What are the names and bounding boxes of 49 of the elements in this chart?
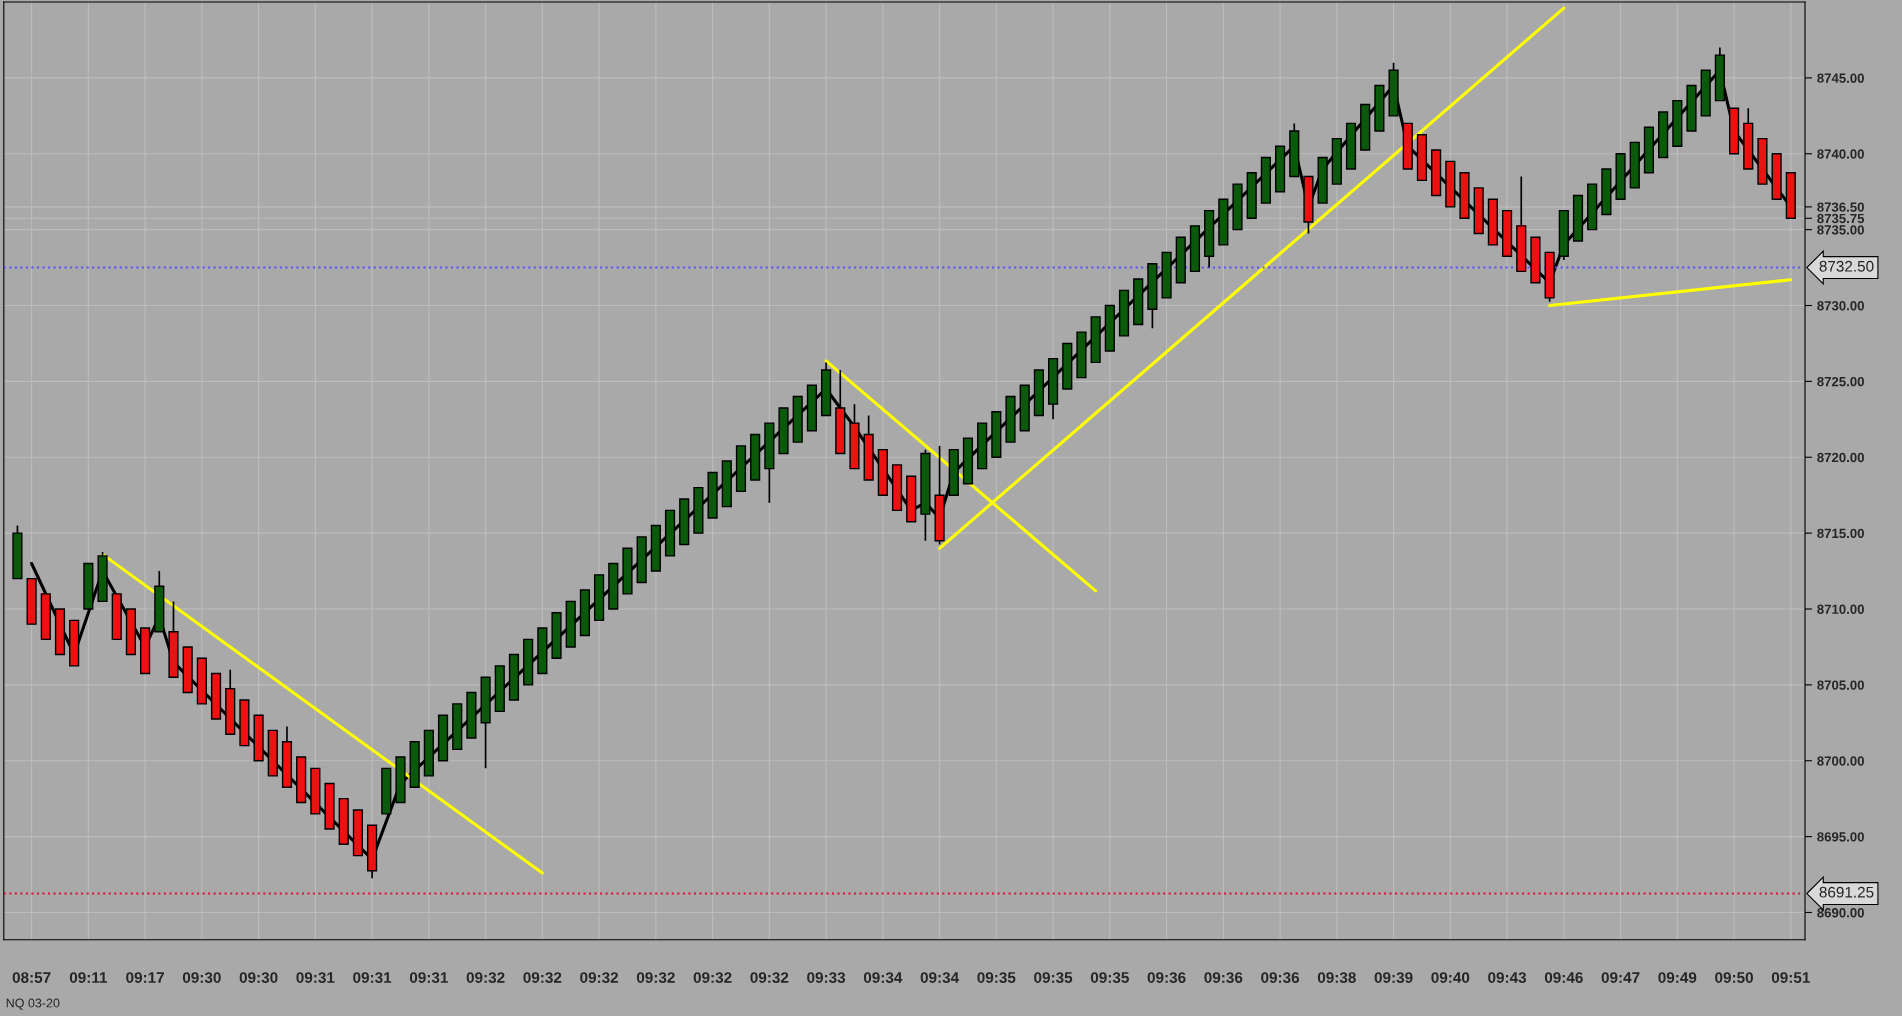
x-tick-label: 09:51 (1771, 972, 1810, 983)
ref-line-label: 8691.25 (1819, 886, 1874, 898)
y-tick-label: 8715.00 (1817, 528, 1864, 539)
text: NQ 03-20 (6, 998, 60, 1010)
x-tick-label: 09:40 (1431, 972, 1470, 983)
x-tick-label: 09:36 (1204, 972, 1243, 983)
x-tick-label: 09:30 (239, 972, 278, 983)
x-tick-label: 09:32 (580, 972, 619, 983)
y-tick-label: 8745.00 (1817, 73, 1864, 83)
y-tick-label: 8735.00 (1817, 225, 1864, 235)
x-tick-label: 09:35 (1090, 972, 1129, 983)
x-tick-label: 09:38 (1317, 972, 1356, 983)
x-tick-label: 09:43 (1488, 972, 1527, 983)
x-tick-label: 09:36 (1147, 972, 1186, 983)
x-tick-label: 09:31 (296, 972, 335, 983)
x-tick-label: 09:32 (750, 972, 789, 983)
x-tick-label: 09:17 (126, 972, 164, 983)
x-tick-label: 09:32 (523, 972, 562, 983)
y-tick-label: 8695.00 (1817, 832, 1864, 842)
x-tick-label: 09:32 (693, 972, 732, 983)
x-tick-label: 09:36 (1261, 972, 1300, 983)
y-tick-label: 8710.00 (1817, 604, 1864, 614)
y-tick-label: 8705.00 (1817, 680, 1864, 690)
x-tick-label: 09:46 (1544, 972, 1583, 983)
x-tick-label: 09:32 (636, 972, 675, 983)
x-tick-label: 09:49 (1658, 972, 1697, 983)
y-tick-label: 8730.00 (1817, 301, 1864, 311)
y-tick-label: 8690.00 (1817, 908, 1864, 918)
x-tick-label: 09:34 (863, 972, 903, 983)
x-tick-label: 09:31 (353, 972, 392, 983)
x-tick-label: 09:47 (1601, 972, 1640, 983)
y-tick-label: 8736.50 (1817, 202, 1864, 212)
y-tick-label: 8700.00 (1817, 756, 1864, 766)
y-tick-label: 8725.00 (1817, 376, 1864, 387)
x-tick-label: 09:30 (182, 972, 221, 983)
x-tick-label: 08:57 (12, 972, 51, 983)
x-tick-label: 09:31 (409, 972, 448, 983)
x-tick-label: 09:39 (1374, 972, 1413, 983)
ref-line-label: 8732.50 (1819, 260, 1874, 272)
x-tick-label: 09:11 (69, 972, 108, 983)
x-tick-label: 09:33 (807, 972, 846, 983)
y-tick-label: 8735.75 (1817, 213, 1865, 224)
y-tick-label: 8720.00 (1817, 452, 1864, 463)
x-tick-label: 09:35 (1034, 972, 1073, 983)
x-tick-label: 09:32 (466, 972, 505, 983)
x-tick-label: 09:34 (920, 972, 960, 983)
x-tick-label: 09:50 (1715, 972, 1753, 983)
x-tick-label: 09:35 (977, 972, 1016, 983)
y-tick-label: 8740.00 (1817, 149, 1864, 159)
